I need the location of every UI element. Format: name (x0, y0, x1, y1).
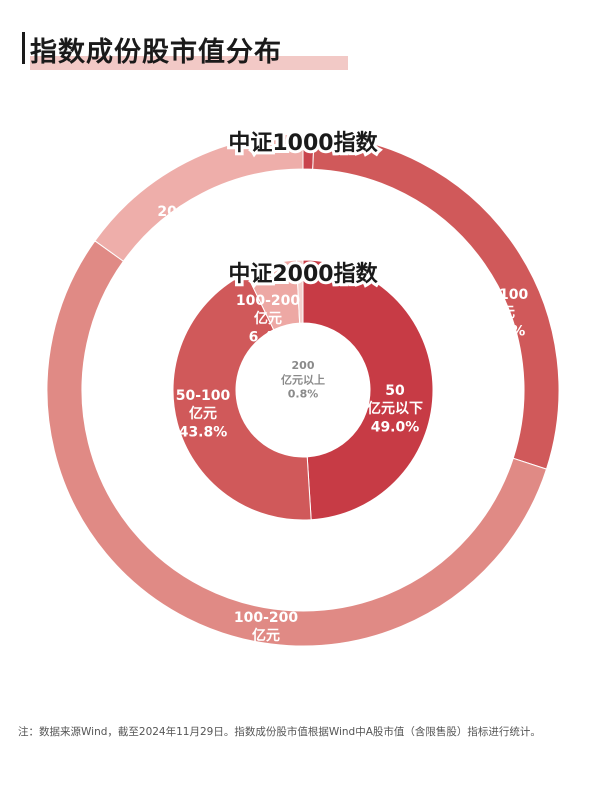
outer-slice-label-1-line-0: 50-100 (474, 287, 529, 303)
page-title: 指数成份股市值分布 (30, 37, 282, 68)
title-highlight-bar (30, 56, 348, 70)
inner-ring-csi2000 (172, 259, 434, 521)
source-footnote: 注：数据来源Wind，截至2024年11月29日。指数成份股市值根据Wind中A… (18, 726, 541, 738)
inner-slice-label-3-line-1: 亿元以上 (281, 372, 325, 386)
inner-ring-title: 中证2000指数 (228, 261, 378, 287)
outer-slice-label-1: 50-100 亿元 29.3% (474, 287, 529, 339)
inner-slice-label-3-line-0: 200 (292, 359, 315, 372)
inner-slice-label-3: 200 亿元以上 0.8% (281, 359, 325, 401)
inner-slice-label-2-line-1: 亿元 (254, 310, 282, 327)
inner-slice-1 (172, 272, 312, 521)
outer-slice-2 (46, 240, 548, 647)
title-accent-mark (22, 32, 25, 64)
outer-slice-label-0-line-0: 50亿元以下 (265, 171, 340, 188)
inner-slice-label-2-line-0: 100-200 (236, 293, 301, 309)
inner-slice-label-0: 50 亿元以下 49.0% (367, 383, 423, 435)
inner-slice-label-0-line-0: 50 (385, 383, 405, 399)
inner-slice-label-1-line-0: 50-100 (176, 388, 231, 404)
inner-slice-label-0-line-2: 49.0% (371, 419, 420, 435)
outer-slice-3 (94, 133, 304, 262)
outer-ring-title: 中证1000指数 (228, 130, 378, 156)
outer-slice-label-0: 50亿元以下 0.7% (265, 171, 340, 206)
outer-slice-label-2-line-0: 100-200 (234, 610, 299, 626)
outer-slice-label-3-line-1: 15.1% (176, 222, 225, 238)
inner-slice-label-3-line-2: 0.8% (288, 388, 319, 401)
outer-slice-label-1-line-1: 亿元 (487, 304, 515, 321)
outer-slice-label-1-line-2: 29.3% (477, 323, 526, 339)
outer-slice-label-2: 100-200 亿元 54.9% (234, 610, 299, 662)
outer-slice-label-3-line-0: 200亿元以上 (157, 203, 242, 220)
inner-slice-3 (295, 259, 304, 324)
inner-slice-label-2-line-2: 6.4% (249, 329, 288, 345)
title-block: 指数成份股市值分布 (22, 28, 348, 70)
outer-slice-label-2-line-2: 54.9% (242, 646, 291, 662)
outer-slice-label-2-line-1: 亿元 (252, 627, 280, 644)
outer-slice-label-0-line-1: 0.7% (284, 190, 323, 206)
inner-slice-label-1: 50-100 亿元 43.8% (176, 388, 231, 440)
inner-slice-label-2: 100-200 亿元 6.4% (236, 293, 301, 345)
outer-ring-csi1000 (46, 133, 560, 647)
inner-slice-label-1-line-2: 43.8% (179, 424, 228, 440)
inner-slice-label-0-line-1: 亿元以下 (367, 400, 423, 417)
inner-slice-label-1-line-1: 亿元 (189, 405, 217, 422)
outer-slice-label-3: 200亿元以上 15.1% (157, 203, 242, 238)
slice-labels: 50亿元以下 0.7%50-100 亿元 29.3%100-200 亿元 54.9%200… (157, 171, 528, 662)
inner-slice-0 (302, 259, 434, 521)
